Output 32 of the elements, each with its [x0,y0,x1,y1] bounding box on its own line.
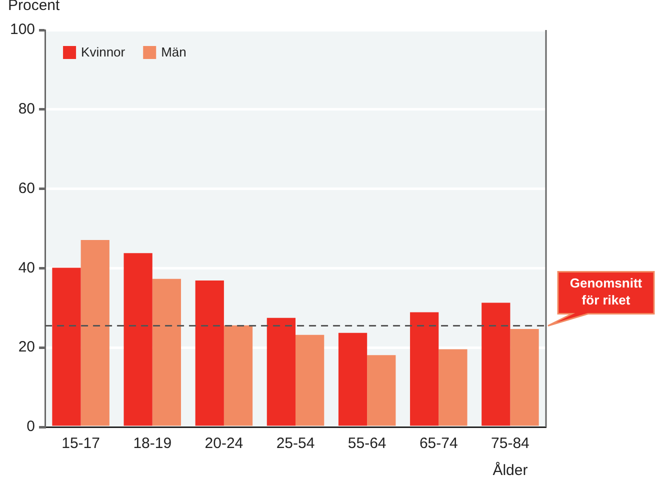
bar [266,318,296,426]
bar [124,253,152,426]
y-tick-label: 60 [18,180,36,197]
x-tick-label: 55-64 [348,435,386,452]
y-tick-label: 100 [10,21,36,38]
x-tick-label: 25-54 [276,435,315,452]
x-tick-label: 20-24 [204,435,244,452]
bar [152,278,182,426]
bar [367,355,396,426]
bar [438,349,468,426]
y-tick-label: 20 [18,338,36,356]
bar [482,302,510,426]
x-axis-title: Ålder [492,461,528,479]
x-tick-label: 65-74 [419,435,458,452]
legend-label: Kvinnor [81,44,126,60]
bar [52,268,81,426]
y-axis-title: Procent [8,0,61,14]
y-tick-label: 0 [26,418,36,436]
x-tick-label: 75-84 [491,435,530,452]
legend-label: Män [161,44,186,60]
x-tick-label: 15-17 [62,435,100,452]
bar [410,312,439,426]
x-tick-label: 18-19 [133,435,172,452]
y-tick-label: 80 [18,100,36,118]
ref-line-label: Genomsnitt för riket [570,275,643,308]
bar [296,334,324,426]
bar [224,325,253,426]
bar [80,240,110,426]
bar [195,280,224,426]
bar [510,328,539,426]
y-tick-label: 40 [18,259,36,276]
bar [338,332,368,426]
